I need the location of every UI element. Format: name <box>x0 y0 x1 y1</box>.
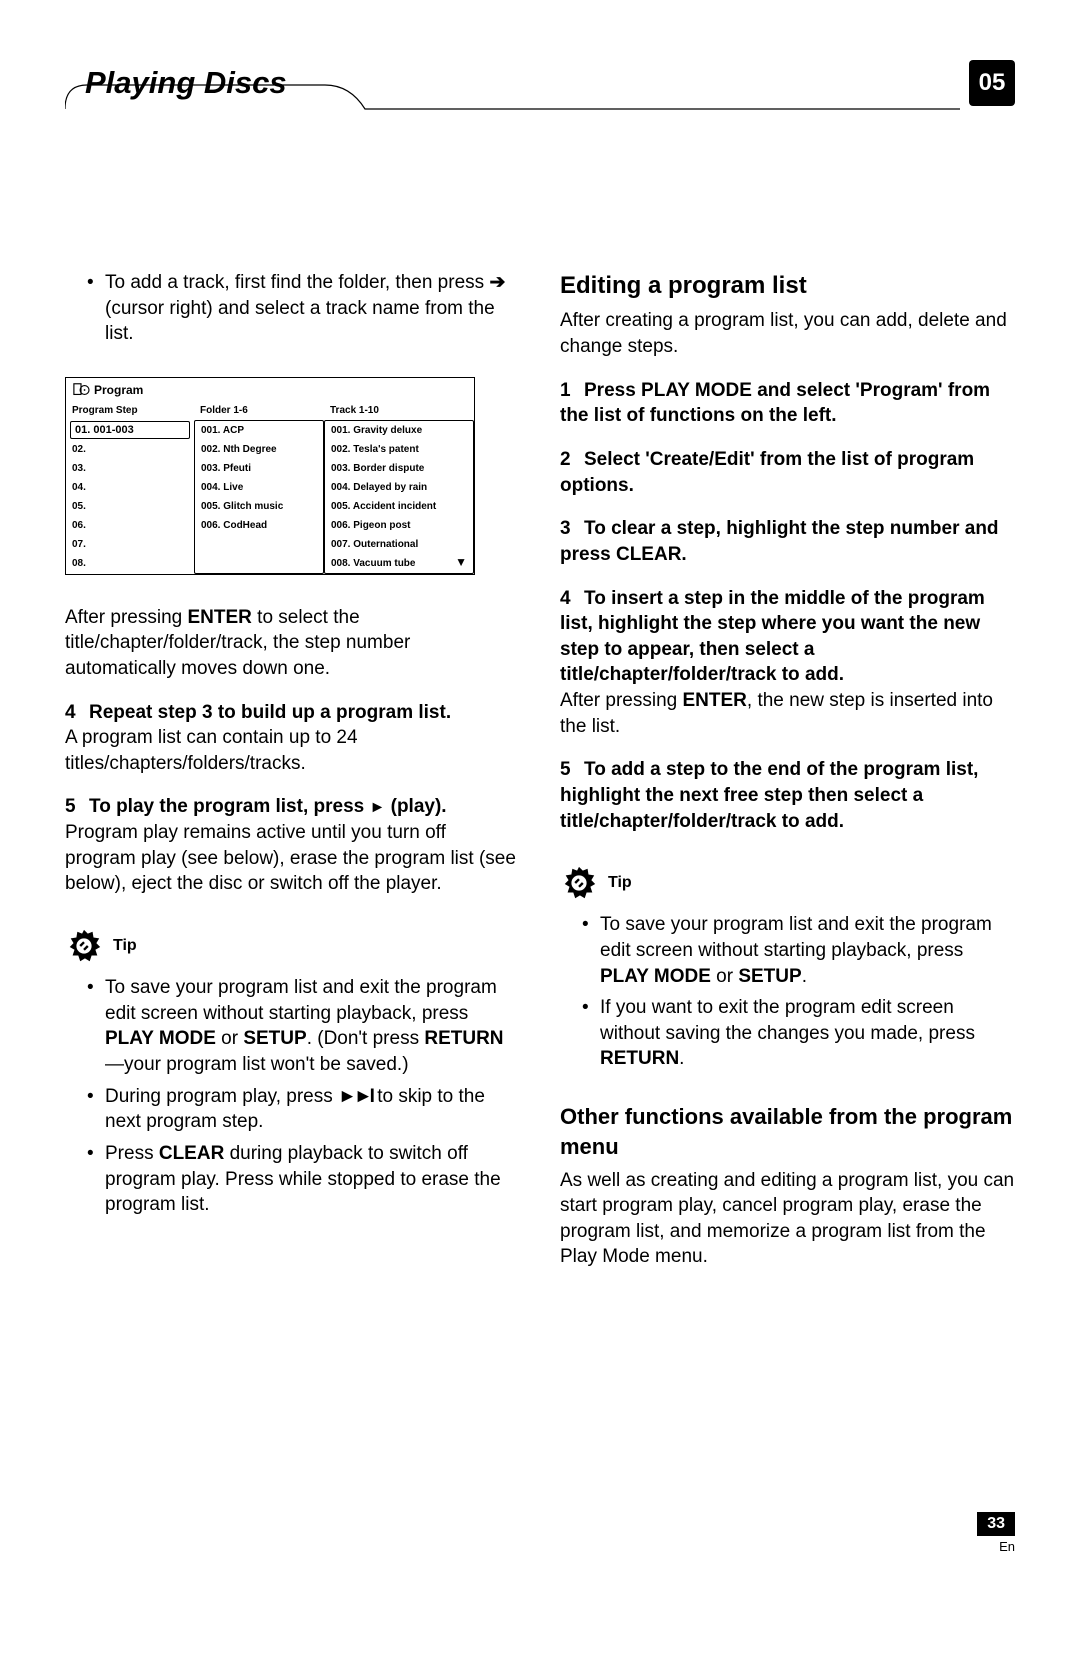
skip-next-icon: ►►I <box>338 1086 372 1107</box>
track-cell: 008. Vacuum tube <box>325 554 473 573</box>
page-header: Playing Discs 05 <box>65 65 1015 125</box>
gear-icon <box>65 927 103 965</box>
r-step-5: 5To add a step to the end of the program… <box>560 757 1015 834</box>
cursor-right-icon: ➔ <box>489 272 505 293</box>
after-enter-para: After pressing ENTER to select the title… <box>65 605 520 682</box>
step-cell: 08. <box>66 554 194 573</box>
tip-label: Tip <box>113 935 137 957</box>
step-cell: 02. <box>66 440 194 459</box>
page-lang: En <box>977 1539 1015 1554</box>
r-step-4-body: After pressing ENTER, the new step is in… <box>560 688 1015 739</box>
th-track: Track 1-10 <box>324 402 474 420</box>
tip-label: Tip <box>608 872 632 894</box>
r-step-4: 4To insert a step in the middle of the p… <box>560 586 1015 689</box>
step-cell: 06. <box>66 516 194 535</box>
track-cell: 005. Accident incident <box>325 497 473 516</box>
track-cell: 002. Tesla's patent <box>325 440 473 459</box>
gear-icon <box>560 864 598 902</box>
other-functions-body: As well as creating and editing a progra… <box>560 1168 1015 1271</box>
page-footer: 33 En <box>977 1512 1015 1554</box>
r-step-2: 2Select 'Create/Edit' from the list of p… <box>560 447 1015 498</box>
col-tracks: 001. Gravity deluxe 002. Tesla's patent … <box>324 420 474 574</box>
program-table: Program Program Step Folder 1-6 Track 1-… <box>65 377 475 575</box>
enter-key: ENTER <box>188 607 252 628</box>
section-title: Playing Discs <box>85 65 287 101</box>
step-cell: 07. <box>66 535 194 554</box>
folder-cell: 005. Glitch music <box>195 497 323 516</box>
th-folder: Folder 1-6 <box>194 402 324 420</box>
step-cell: 04. <box>66 478 194 497</box>
col-folders: 001. ACP 002. Nth Degree 003. Pfeuti 004… <box>194 420 324 574</box>
tip-bullet-3: • Press CLEAR during playback to switch … <box>87 1141 520 1218</box>
tip-heading: Tip <box>65 927 520 965</box>
step-5-heading: 5To play the program list, press ► (play… <box>65 794 520 820</box>
track-cell: 001. Gravity deluxe <box>325 421 473 440</box>
bullet-text: To add a track, first find the folder, t… <box>105 270 520 347</box>
tip-bullet-1: • To save your program list and exit the… <box>87 975 520 1078</box>
folder-cell: 006. CodHead <box>195 516 323 535</box>
editing-intro: After creating a program list, you can a… <box>560 308 1015 359</box>
folder-cell: 004. Live <box>195 478 323 497</box>
content-columns: • To add a track, first find the folder,… <box>65 270 1015 1270</box>
track-cell: 006. Pigeon post <box>325 516 473 535</box>
th-step: Program Step <box>66 402 194 420</box>
folder-cell: 003. Pfeuti <box>195 459 323 478</box>
r-step-1: 1Press PLAY MODE and select 'Program' fr… <box>560 378 1015 429</box>
r-tip-heading: Tip <box>560 864 1015 902</box>
folder-cell: 001. ACP <box>195 421 323 440</box>
folder-cell <box>195 535 323 554</box>
bullet-dot: • <box>87 270 105 347</box>
r-tip-bullet-2: • If you want to exit the program edit s… <box>582 995 1015 1072</box>
table-body: 01. 001-003 02. 03. 04. 05. 06. 07. 08. … <box>66 420 474 574</box>
program-title-row: Program <box>66 378 474 402</box>
table-headers: Program Step Folder 1-6 Track 1-10 <box>66 402 474 420</box>
col-steps: 01. 001-003 02. 03. 04. 05. 06. 07. 08. <box>66 420 194 574</box>
down-arrow-icon: ▼ <box>455 554 467 570</box>
track-cell: 003. Border dispute <box>325 459 473 478</box>
bullet-add-track: • To add a track, first find the folder,… <box>87 270 520 347</box>
chapter-number: 05 <box>969 60 1015 106</box>
step-5-body: Program play remains active until you tu… <box>65 820 520 897</box>
step-4-heading: 4Repeat step 3 to build up a program lis… <box>65 700 520 726</box>
other-functions-heading: Other functions available from the progr… <box>560 1102 1015 1161</box>
play-icon: ► <box>370 799 386 816</box>
folder-cell <box>195 554 323 573</box>
track-cell: 004. Delayed by rain <box>325 478 473 497</box>
disc-icon <box>72 382 90 398</box>
right-column: Editing a program list After creating a … <box>560 270 1015 1270</box>
folder-cell: 002. Nth Degree <box>195 440 323 459</box>
step-4-body: A program list can contain up to 24 titl… <box>65 725 520 776</box>
program-title: Program <box>94 382 143 398</box>
step-cell: 05. <box>66 497 194 516</box>
track-cell: 007. Outernational <box>325 535 473 554</box>
r-step-3: 3To clear a step, highlight the step num… <box>560 516 1015 567</box>
editing-heading: Editing a program list <box>560 270 1015 302</box>
r-tip-bullet-1: • To save your program list and exit the… <box>582 912 1015 989</box>
step-selected: 01. 001-003 <box>70 421 190 440</box>
tip-bullet-2: • During program play, press ►►I to skip… <box>87 1084 520 1135</box>
left-column: • To add a track, first find the folder,… <box>65 270 520 1270</box>
step-cell: 03. <box>66 459 194 478</box>
page-number: 33 <box>977 1512 1015 1536</box>
